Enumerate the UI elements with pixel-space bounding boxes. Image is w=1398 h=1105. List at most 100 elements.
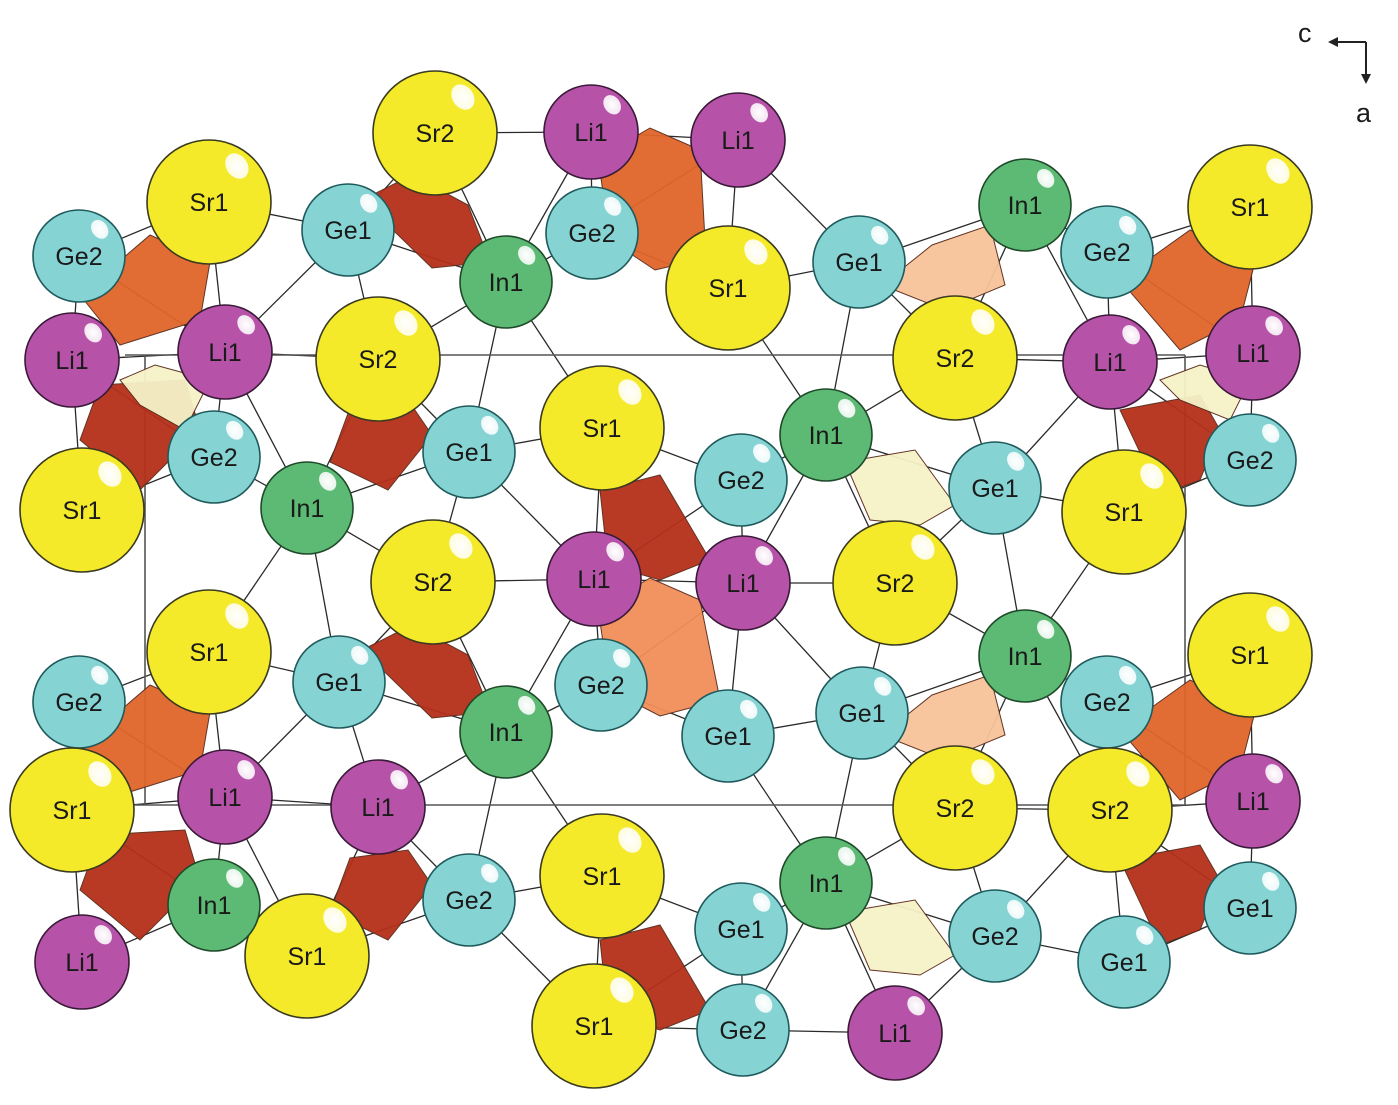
atom-label: Sr1: [190, 189, 229, 217]
atom-ge1: Ge1: [694, 882, 788, 976]
atom-label: Sr1: [53, 797, 92, 825]
atom-highlight: [1007, 451, 1025, 471]
atom-ge1: Ge1: [422, 405, 516, 499]
atom-label: Li1: [721, 127, 754, 155]
atom-sr1: Sr1: [19, 447, 145, 573]
atom-highlight: [971, 759, 995, 785]
atom-label: Ge2: [717, 467, 764, 495]
atom-highlight: [753, 443, 771, 463]
atom-highlight: [744, 239, 768, 265]
atom-highlight: [1266, 606, 1290, 632]
atom-highlight: [838, 846, 856, 866]
atom-highlight: [740, 699, 758, 719]
atom-ge2: Ge2: [32, 655, 126, 749]
atom-label: Ge1: [704, 723, 751, 751]
atom-label: In1: [290, 495, 325, 523]
atom-li1: Li1: [690, 92, 786, 188]
atom-ge2: Ge2: [948, 889, 1042, 983]
atom-sr2: Sr2: [372, 70, 498, 196]
atom-li1: Li1: [847, 985, 943, 1081]
atom-label: Sr2: [359, 346, 398, 374]
atom-highlight: [91, 665, 109, 685]
atom-label: Ge2: [190, 444, 237, 472]
atom-in1: In1: [459, 685, 553, 779]
atom-highlight: [394, 310, 418, 336]
atom-ge1: Ge1: [681, 689, 775, 783]
atom-ge1: Ge1: [1077, 915, 1171, 1009]
atom-highlight: [755, 546, 773, 566]
atom-label: Li1: [55, 347, 88, 375]
atom-label: Sr1: [575, 1013, 614, 1041]
atom-label: In1: [1008, 192, 1043, 220]
atom-ge2: Ge2: [554, 638, 648, 732]
atom-ge2: Ge2: [1203, 413, 1297, 507]
atom-label: Li1: [361, 794, 394, 822]
atom-in1: In1: [978, 609, 1072, 703]
atom-sr1: Sr1: [539, 365, 665, 491]
atom-highlight: [1119, 215, 1137, 235]
atom-label: Ge2: [1083, 689, 1130, 717]
atom-sr1: Sr1: [665, 225, 791, 351]
atom-li1: Li1: [34, 914, 130, 1010]
atom-highlight: [871, 225, 889, 245]
atom-highlight: [1037, 619, 1055, 639]
atom-highlight: [911, 534, 935, 560]
atom-highlight: [451, 84, 475, 110]
atom-label: Sr1: [583, 863, 622, 891]
atom-label: Li1: [1236, 340, 1269, 368]
atom-label: Ge1: [838, 700, 885, 728]
atom-label: Ge2: [568, 220, 615, 248]
atom-label: Sr1: [63, 497, 102, 525]
atom-highlight: [237, 760, 255, 780]
atom-li1: Li1: [695, 535, 791, 631]
atom-highlight: [1122, 325, 1140, 345]
atom-label: Sr1: [288, 943, 327, 971]
atom-label: Ge1: [1226, 895, 1273, 923]
atom-label: Ge1: [324, 217, 371, 245]
atom-highlight: [1119, 665, 1137, 685]
axis-label-a: a: [1356, 98, 1372, 128]
atom-highlight: [1126, 761, 1150, 787]
atom-highlight: [323, 907, 347, 933]
atom-sr1: Sr1: [1187, 144, 1313, 270]
atom-sr2: Sr2: [315, 296, 441, 422]
atom-highlight: [84, 323, 102, 343]
atom-highlight: [226, 420, 244, 440]
atom-label: In1: [197, 892, 232, 920]
atom-highlight: [838, 398, 856, 418]
atom-sr2: Sr2: [892, 745, 1018, 871]
atom-ge1: Ge1: [812, 215, 906, 309]
atom-highlight: [606, 542, 624, 562]
atom-highlight: [750, 103, 768, 123]
atom-label: In1: [809, 422, 844, 450]
atom-highlight: [1266, 158, 1290, 184]
atom-highlight: [1262, 423, 1280, 443]
atom-label: Li1: [1236, 788, 1269, 816]
atom-label: Li1: [65, 949, 98, 977]
atom-in1: In1: [260, 461, 354, 555]
atom-li1: Li1: [24, 312, 120, 408]
atom-label: Sr2: [936, 345, 975, 373]
atom-label: Ge2: [719, 1017, 766, 1045]
atom-ge1: Ge1: [301, 183, 395, 277]
atom-label: Ge2: [55, 689, 102, 717]
atom-label: Sr2: [416, 120, 455, 148]
atom-sr2: Sr2: [1047, 747, 1173, 873]
coordination-polyhedron: [844, 449, 956, 526]
atom-in1: In1: [459, 235, 553, 329]
atom-highlight: [1265, 316, 1283, 336]
atom-in1: In1: [779, 388, 873, 482]
atom-label: Ge1: [971, 475, 1018, 503]
atom-label: Sr1: [1105, 499, 1144, 527]
atom-label: In1: [489, 269, 524, 297]
atom-highlight: [971, 309, 995, 335]
atom-label: Ge1: [835, 249, 882, 277]
atom-highlight: [481, 863, 499, 883]
atom-highlight: [225, 153, 249, 179]
atom-ge2: Ge2: [32, 209, 126, 303]
atom-sr2: Sr2: [832, 520, 958, 646]
atom-ge1: Ge1: [815, 666, 909, 760]
atom-highlight: [618, 827, 642, 853]
atom-label: Ge1: [1100, 949, 1147, 977]
atom-label: Sr1: [1231, 194, 1270, 222]
